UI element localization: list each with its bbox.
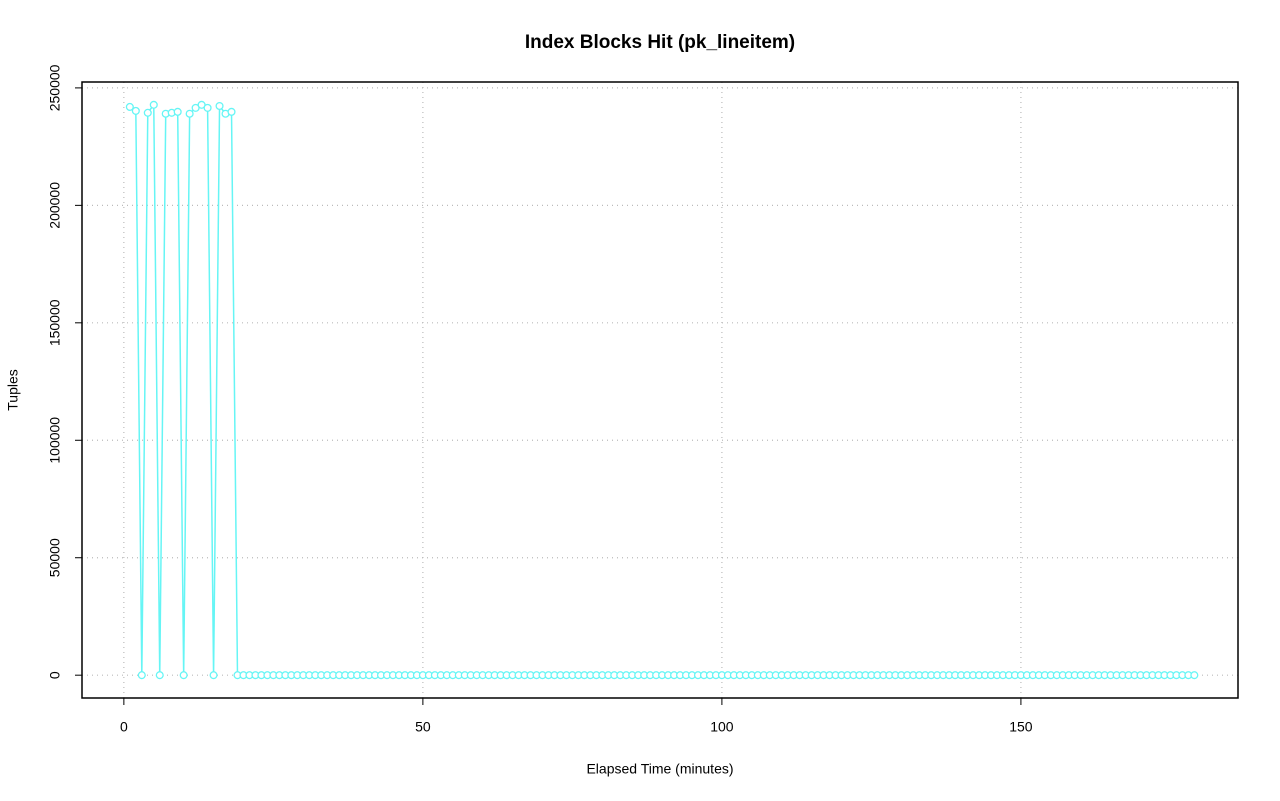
chart-title: Index Blocks Hit (pk_lineitem): [525, 32, 795, 53]
series-line: [129, 102, 1195, 676]
x-tick-label: 0: [120, 719, 128, 735]
data-point: [125, 102, 134, 111]
data-point: [203, 103, 212, 112]
x-tick-label: 50: [415, 719, 431, 735]
plot-frame: [81, 81, 1239, 699]
data-point: [155, 671, 164, 680]
y-tick-label: 100000: [47, 417, 63, 464]
data-point: [209, 671, 218, 680]
data-point: [137, 671, 146, 680]
x-tick-label: 100: [710, 719, 734, 735]
y-tick-label: 250000: [47, 64, 63, 111]
data-point: [185, 109, 194, 118]
data-point: [215, 101, 224, 111]
data-point: [131, 106, 140, 115]
y-tick-label: 200000: [47, 182, 63, 229]
data-point: [227, 107, 236, 116]
y-tick-label: 150000: [47, 299, 63, 346]
data-point: [1190, 671, 1199, 680]
x-axis-label: Elapsed Time (minutes): [586, 761, 733, 777]
data-point: [173, 107, 182, 116]
y-axis-label: Tuples: [5, 369, 21, 411]
y-tick-label: 0: [47, 671, 63, 679]
y-tick-label: 50000: [47, 538, 63, 577]
data-point: [149, 100, 158, 109]
data-point: [143, 108, 152, 117]
data-point: [179, 671, 188, 680]
x-tick-label: 150: [1009, 719, 1033, 735]
